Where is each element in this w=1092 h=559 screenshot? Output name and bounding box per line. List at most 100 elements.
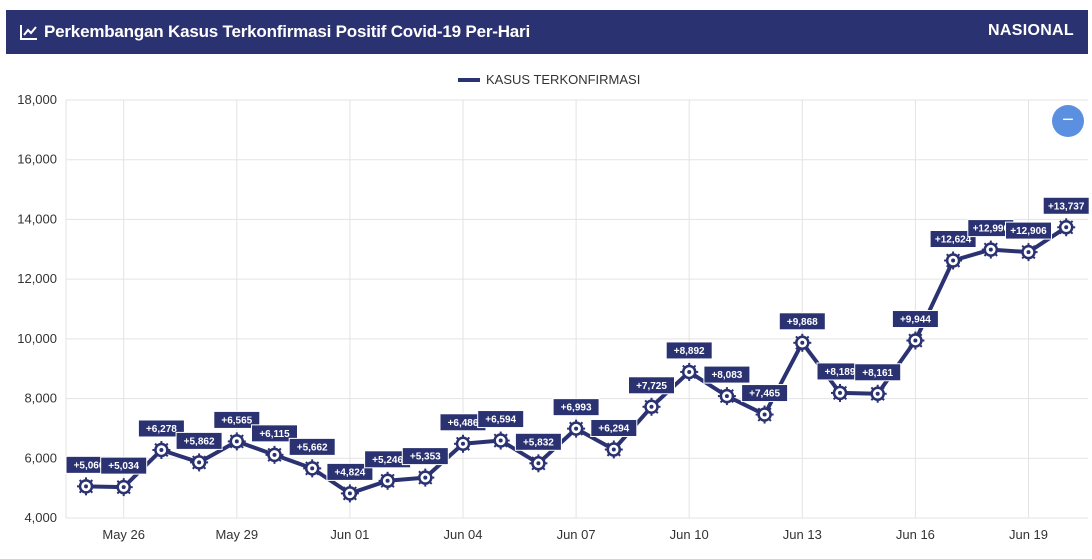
x-tick-label: Jun 04	[443, 527, 482, 542]
x-tick-label: Jun 10	[670, 527, 709, 542]
data-point-virus-icon[interactable]	[340, 484, 359, 503]
chart-legend[interactable]: KASUS TERKONFIRMASI	[458, 72, 640, 87]
data-point-virus-icon[interactable]	[529, 454, 548, 473]
data-point-virus-icon[interactable]	[642, 397, 661, 416]
data-point-virus-icon[interactable]	[868, 384, 887, 403]
data-point-virus-icon[interactable]	[491, 431, 510, 450]
line-chart-icon	[20, 25, 37, 40]
data-point-virus-icon[interactable]	[717, 387, 736, 406]
data-label: +4,824	[334, 467, 365, 478]
legend-swatch	[458, 77, 480, 82]
y-tick-label: 14,000	[17, 211, 57, 226]
data-label-box	[137, 419, 185, 438]
x-tick-label: Jun 19	[1009, 527, 1048, 542]
data-label-box	[590, 419, 638, 438]
data-label: +9,944	[900, 315, 931, 326]
data-point-virus-icon[interactable]	[793, 333, 812, 352]
data-label: +5,862	[184, 436, 215, 447]
x-tick-label: Jun 07	[557, 527, 596, 542]
data-label: +9,868	[787, 317, 818, 328]
data-point-virus-icon[interactable]	[755, 405, 774, 424]
data-label: +6,993	[561, 403, 592, 414]
data-label-box	[477, 410, 525, 429]
data-label-box	[703, 365, 751, 384]
data-label-box	[1042, 196, 1090, 215]
data-label: +5,662	[297, 442, 328, 453]
y-tick-label: 6,000	[24, 450, 57, 465]
data-point-virus-icon[interactable]	[190, 453, 209, 472]
data-point-virus-icon[interactable]	[152, 440, 171, 459]
data-label: +6,594	[485, 415, 516, 426]
zoom-out-button[interactable]: −	[1052, 105, 1084, 137]
x-tick-label: May 29	[215, 527, 258, 542]
header-title: Perkembangan Kasus Terkonfirmasi Positif…	[20, 22, 530, 42]
data-label-box	[175, 431, 223, 450]
data-label-box	[251, 424, 298, 443]
data-label: +8,189	[825, 367, 856, 378]
chart-header: Perkembangan Kasus Terkonfirmasi Positif…	[6, 10, 1088, 54]
scope-badge: NASIONAL	[988, 22, 1074, 39]
x-tick-label: May 26	[102, 527, 145, 542]
data-label-box	[288, 437, 336, 456]
data-label: +5,034	[108, 461, 139, 472]
data-point-virus-icon[interactable]	[114, 478, 133, 497]
data-label: +12,624	[935, 235, 972, 246]
y-tick-label: 18,000	[17, 92, 57, 107]
y-tick-label: 16,000	[17, 152, 57, 167]
data-point-virus-icon[interactable]	[77, 477, 95, 496]
data-point-virus-icon[interactable]	[944, 251, 963, 270]
data-label-box	[891, 310, 939, 329]
data-label-box	[929, 230, 977, 249]
legend-label: KASUS TERKONFIRMASI	[486, 72, 641, 87]
data-point-virus-icon[interactable]	[604, 440, 623, 459]
data-label-box	[854, 363, 902, 382]
data-label: +6,278	[146, 424, 177, 435]
data-point-virus-icon[interactable]	[378, 471, 397, 490]
x-tick-label: Jun 01	[330, 527, 369, 542]
data-label: +8,161	[862, 368, 893, 379]
y-tick-label: 8,000	[24, 391, 57, 406]
data-label-box	[514, 432, 562, 451]
data-point-virus-icon[interactable]	[567, 419, 586, 438]
data-point-virus-icon[interactable]	[831, 383, 849, 402]
data-point-virus-icon[interactable]	[680, 362, 699, 381]
data-label: +5,060	[74, 460, 105, 471]
data-label-box	[1005, 221, 1052, 240]
data-label-box	[213, 410, 261, 429]
y-tick-label: 12,000	[17, 271, 57, 286]
data-label-box	[326, 462, 374, 481]
data-point-virus-icon[interactable]	[906, 331, 925, 350]
data-label: +6,294	[598, 424, 629, 435]
data-label-box	[628, 376, 675, 395]
data-label: +8,083	[711, 370, 742, 381]
data-label: +8,892	[674, 346, 705, 357]
data-point-virus-icon[interactable]	[1019, 243, 1038, 262]
data-label-box	[741, 384, 789, 403]
data-label: +5,353	[410, 452, 441, 463]
data-label: +6,115	[259, 429, 290, 440]
y-tick-label: 4,000	[24, 510, 57, 525]
y-tick-label: 10,000	[17, 331, 57, 346]
data-point-virus-icon[interactable]	[1057, 218, 1076, 237]
data-point-virus-icon[interactable]	[227, 432, 246, 451]
data-point-virus-icon[interactable]	[265, 445, 284, 464]
data-label: +12,990	[973, 224, 1010, 235]
data-label-box	[552, 398, 600, 417]
data-point-virus-icon[interactable]	[303, 459, 322, 478]
header-title-text: Perkembangan Kasus Terkonfirmasi Positif…	[44, 22, 530, 41]
data-label-box	[401, 447, 449, 466]
x-tick-label: Jun 13	[783, 527, 822, 542]
data-label-box	[100, 456, 148, 475]
data-label: +6,565	[221, 415, 252, 426]
data-point-virus-icon[interactable]	[981, 240, 1000, 259]
data-label: +13,737	[1048, 201, 1085, 212]
data-point-virus-icon[interactable]	[416, 468, 435, 487]
data-label: +7,725	[636, 381, 667, 392]
data-label: +5,246	[372, 455, 403, 466]
data-label-box	[778, 312, 826, 331]
data-label-box	[665, 341, 713, 360]
data-label: +5,832	[523, 437, 554, 448]
data-label: +6,486	[448, 418, 479, 429]
data-point-virus-icon[interactable]	[454, 434, 472, 453]
